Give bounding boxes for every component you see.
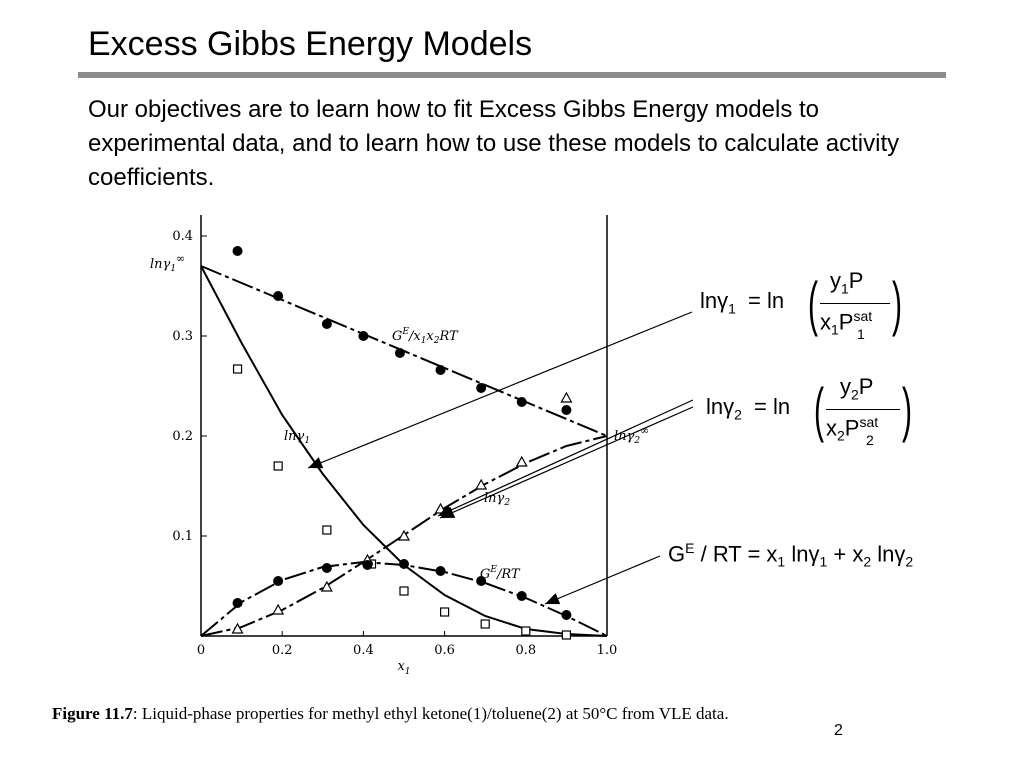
series-line-ln-gamma1 — [200, 265, 608, 637]
curve-label-ge-rt: GE/RT — [480, 565, 521, 582]
y-tick-label: 0.2 — [172, 429, 193, 444]
arrow-eq2-to-ln-gamma2-b — [439, 406, 694, 519]
caption-label: Figure 11.7 — [52, 704, 133, 723]
data-point-ln-gamma2 — [320, 580, 333, 592]
arrow-eq3-to-ge-rt — [544, 555, 661, 605]
data-point-ln-gamma1 — [273, 461, 283, 471]
arrow-eq2-to-ln-gamma2 — [437, 399, 694, 517]
x-tick-label: 0.6 — [434, 643, 455, 658]
series-line-ge-rt — [200, 560, 608, 637]
x-tick-label: 0.2 — [272, 643, 293, 658]
curve-label-ge-x1x2rt: GE/x1x2RT — [392, 327, 459, 346]
equation-ge-rt: GE / RT = x1 lnγ1 + x2 lnγ2 — [668, 540, 914, 570]
data-point-ge-rt — [321, 563, 332, 573]
arrow-eq2-to-ln-gamma2-b-head — [440, 506, 456, 518]
chart-plot-area: 0 0.2 0.4 0.6 0.8 1.0 x1 0.1 0.2 0.3 0.4 GE/x1x2RT l… — [150, 215, 649, 677]
data-point-ln-gamma1 — [322, 525, 332, 535]
data-point-ln-gamma1 — [561, 630, 572, 640]
x-tick-label: 0 — [197, 643, 205, 658]
slide-title: Excess Gibbs Energy Models — [88, 25, 533, 63]
y-tick-label: 0.3 — [172, 329, 193, 344]
series-line-ln-gamma2 — [200, 435, 608, 637]
data-point-ge-x1x2rt — [435, 365, 446, 375]
x-tick-label: 1.0 — [597, 643, 618, 658]
data-point-ge-rt — [273, 576, 284, 586]
arrow-eq3-to-ge-rt-head — [545, 593, 561, 605]
data-point-ln-gamma1 — [440, 607, 450, 617]
y-tick-label: 0.1 — [172, 529, 193, 544]
data-point-ge-rt — [435, 566, 446, 576]
x-axis-label: x1 — [397, 659, 410, 677]
data-point-ln-gamma2 — [231, 622, 244, 634]
page-number: 2 — [834, 722, 843, 739]
data-point-ln-gamma1 — [232, 364, 243, 374]
data-point-ge-x1x2rt — [358, 331, 369, 341]
data-point-ge-rt — [232, 598, 243, 608]
data-point-ge-x1x2rt — [232, 246, 243, 256]
objectives-paragraph: Our objectives are to learn how to fit E… — [88, 96, 900, 191]
title-divider — [78, 72, 946, 78]
curve-label-ln-gamma1: lnγ1 — [284, 429, 310, 446]
data-point-ln-gamma1 — [480, 619, 490, 629]
data-point-ge-x1x2rt — [516, 397, 527, 407]
arrow-eq1-to-ln-gamma1 — [307, 311, 693, 469]
data-point-ge-rt — [399, 559, 409, 569]
annotation-arrows — [307, 311, 694, 605]
endpoint-label-left: lnγ1∞ — [150, 252, 185, 274]
data-point-ln-gamma2 — [272, 603, 285, 615]
data-point-ge-x1x2rt — [394, 348, 405, 358]
figure-caption: Figure 11.7: Liquid-phase properties for… — [52, 702, 812, 726]
x-tick-label: 0.4 — [353, 643, 374, 658]
data-point-ge-x1x2rt — [321, 319, 332, 329]
equation-ln-gamma-1: lnγ1 = ln ( y1P x1Psat 1 ) — [700, 268, 902, 342]
data-point-ln-gamma1 — [399, 586, 409, 596]
equation-ln-gamma-2: lnγ2 = ln ( y2P x2Psat 2 ) — [706, 374, 912, 448]
y-tick-label: 0.4 — [172, 229, 193, 244]
data-point-ln-gamma2 — [560, 391, 573, 403]
data-point-ge-rt — [561, 610, 572, 620]
arrow-eq1-to-ln-gamma1-head — [308, 457, 324, 469]
data-point-ge-rt — [476, 576, 487, 586]
data-point-ge-x1x2rt — [273, 291, 284, 301]
data-point-ln-gamma2 — [515, 455, 528, 467]
data-point-ge-x1x2rt — [476, 383, 487, 393]
data-point-ln-gamma2 — [475, 478, 488, 490]
data-point-ge-rt — [516, 591, 527, 601]
data-point-ln-gamma1 — [521, 626, 531, 636]
data-point-ln-gamma2 — [397, 529, 411, 541]
data-point-ge-rt — [362, 560, 373, 570]
data-point-ge-x1x2rt — [561, 405, 572, 415]
x-tick-label: 0.8 — [515, 643, 536, 658]
caption-text: : Liquid-phase properties for methyl eth… — [132, 704, 729, 723]
